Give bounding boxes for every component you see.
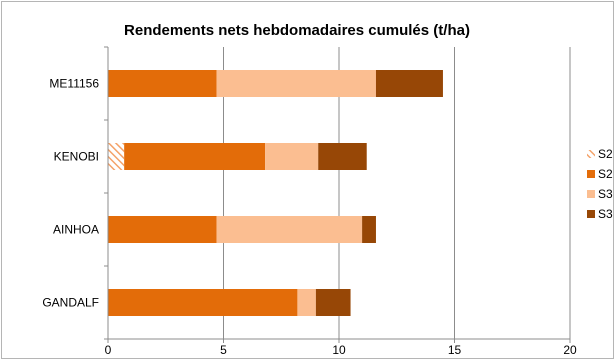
legend: S28 S29 S30 S31 (587, 147, 613, 221)
bar-gandalf-s30 (297, 289, 316, 316)
category-label-kenobi: KENOBI (54, 150, 99, 164)
axes: 0 5 10 15 20 ME11156 KENOBI AINHOA GANDALF (42, 46, 577, 357)
legend-swatch-s29 (587, 170, 595, 178)
category-label-ainhoa: AINHOA (53, 223, 99, 237)
bar-kenobi-s28 (108, 143, 125, 170)
x-tick-label-5: 5 (220, 343, 227, 357)
bar-me11156-s31 (375, 70, 443, 97)
bar-gandalf-s29 (108, 289, 298, 316)
bar-me11156-s29 (108, 70, 217, 97)
bar-kenobi-s31 (318, 143, 367, 170)
bar-me11156-s30 (216, 70, 376, 97)
legend-label-s28: S28 (598, 147, 613, 161)
bar-kenobi-s29 (124, 143, 266, 170)
bar-gandalf-s31 (315, 289, 351, 316)
legend-swatch-s30 (587, 190, 595, 198)
x-tick-label-10: 10 (332, 343, 346, 357)
bar-ainhoa-s29 (108, 216, 217, 243)
category-label-gandalf: GANDALF (42, 296, 99, 310)
x-tick-label-0: 0 (105, 343, 112, 357)
bars (108, 70, 443, 316)
legend-label-s30: S30 (598, 187, 613, 201)
legend-label-s29: S29 (598, 167, 613, 181)
x-tick-label-20: 20 (563, 343, 577, 357)
legend-swatch-s31 (587, 210, 595, 218)
bar-ainhoa-s30 (216, 216, 363, 243)
x-tick-label-15: 15 (448, 343, 462, 357)
bar-ainhoa-s31 (362, 216, 376, 243)
chart-title: Rendements nets hebdomadaires cumulés (t… (124, 22, 470, 39)
bar-kenobi-s30 (265, 143, 319, 170)
legend-label-s31: S31 (598, 207, 613, 221)
category-label-me11156: ME11156 (49, 77, 99, 91)
legend-swatch-s28 (587, 150, 595, 158)
